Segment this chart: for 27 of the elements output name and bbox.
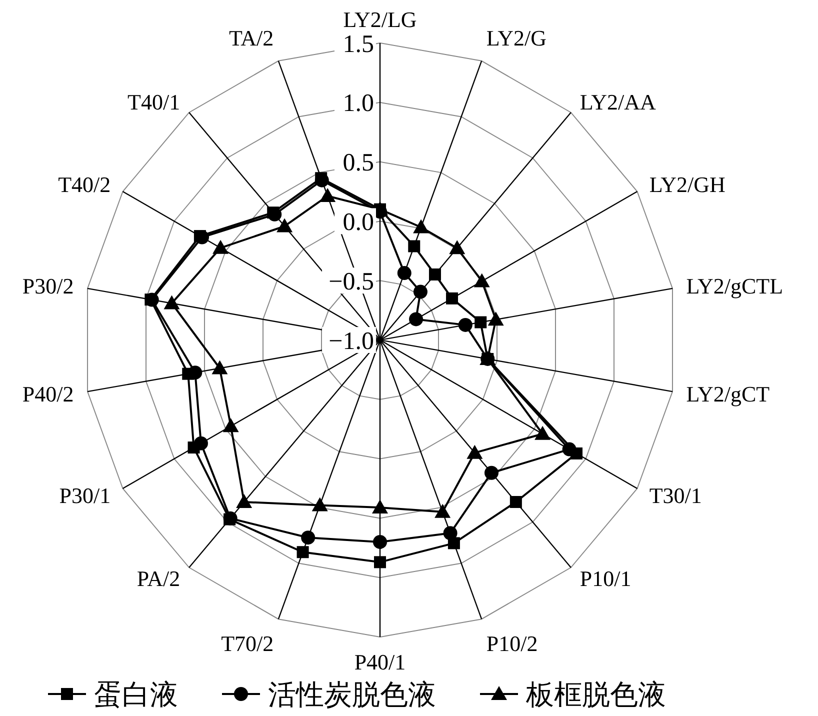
legend-label: 活性炭脱色液 (268, 680, 436, 711)
legend-label: 蛋白液 (94, 680, 178, 711)
spoke-label: P40/2 (22, 382, 74, 407)
legend-label: 板框脱色液 (525, 680, 666, 711)
spoke-label: T40/2 (58, 172, 111, 198)
spoke-label: TA/2 (228, 26, 274, 51)
spoke-label: P10/1 (580, 566, 632, 591)
spoke-label: P40/1 (354, 650, 406, 675)
spoke-label: LY2/AA (580, 89, 656, 114)
spoke-label: T70/2 (221, 630, 274, 656)
spoke-label: T40/1 (128, 89, 180, 114)
spoke-label: LY2/LG (343, 6, 417, 32)
spoke-label: PA/2 (136, 566, 180, 591)
y-tick-label: 0.0 (342, 208, 374, 236)
spoke-label: P30/1 (59, 483, 111, 508)
y-tick-label: 0.5 (342, 150, 374, 177)
y-tick-label: −1.0 (328, 328, 374, 355)
spoke-label: P30/2 (22, 274, 74, 299)
y-tick-label: −0.5 (328, 268, 374, 296)
spoke-label: LY2/GH (649, 172, 726, 198)
spoke-label: P10/2 (486, 630, 538, 656)
y-tick-label: 1.0 (342, 90, 374, 118)
spoke-label: T30/1 (649, 483, 702, 508)
spoke-label: LY2/gCT (686, 382, 770, 407)
spoke-label: LY2/G (486, 26, 547, 51)
y-tick-label: 1.5 (342, 30, 374, 58)
spoke-label: LY2/gCTL (686, 274, 784, 299)
